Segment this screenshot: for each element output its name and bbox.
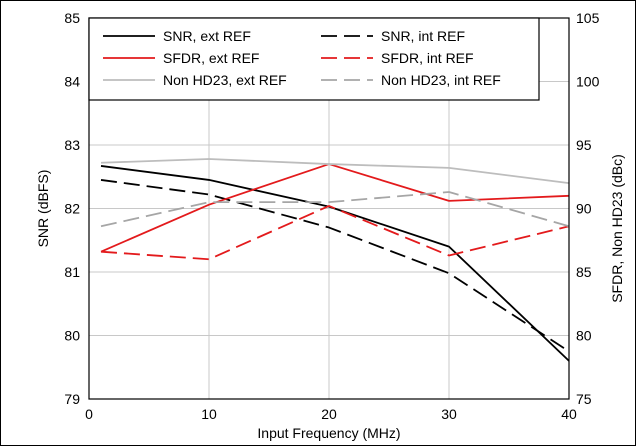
y-left-tick-label: 82: [64, 201, 80, 217]
series-lines: [100, 158, 570, 362]
series-line-6: [100, 191, 570, 228]
y-right-tick-label: 100: [576, 74, 600, 90]
y-right-tick-label: 80: [576, 328, 592, 344]
legend-label-1: SNR, ext REF: [163, 28, 251, 44]
series-line-5: [100, 158, 570, 184]
y-right-tick-labels: 75 80 85 90 95 100 105: [576, 10, 600, 407]
y-right-tick-label: 95: [576, 137, 592, 153]
legend-label-6: Non HD23, int REF: [381, 72, 501, 88]
x-tick-label: 10: [201, 406, 217, 422]
y-left-tick-label: 79: [64, 391, 80, 407]
x-tick-label: 0: [85, 406, 93, 422]
y-left-tick-label: 83: [64, 137, 80, 153]
legend-box: [88, 17, 540, 101]
x-tick-label: 40: [561, 406, 577, 422]
y-right-tick-label: 75: [576, 391, 592, 407]
y-left-tick-label: 85: [64, 10, 80, 26]
y-left-tick-label: 80: [64, 328, 80, 344]
x-tick-label: 20: [321, 406, 337, 422]
y-left-tick-label: 84: [64, 74, 80, 90]
series-line-2: [100, 179, 570, 353]
y-left-tick-label: 81: [64, 264, 80, 280]
y-right-tick-label: 90: [576, 201, 592, 217]
x-tick-labels: 0 10 20 30 40: [85, 406, 577, 422]
y-left-tick-labels: 79 80 81 82 83 84 85: [64, 10, 80, 407]
legend: SNR, ext REF SNR, int REF SFDR, ext REF SFD…: [88, 17, 540, 101]
y-right-tick-label: 85: [576, 264, 592, 280]
x-tick-label: 30: [441, 406, 457, 422]
series-line-4: [100, 205, 570, 261]
x-axis-label: Input Frequency (MHz): [257, 425, 400, 441]
legend-label-2: SNR, int REF: [381, 28, 465, 44]
y-right-tick-label: 105: [576, 10, 600, 26]
y-right-axis-label: SFDR, Non HD23 (dBc): [609, 154, 625, 303]
y-left-axis-label: SNR (dBFS): [35, 170, 51, 248]
legend-label-4: SFDR, int REF: [381, 50, 474, 66]
series-line-1: [100, 165, 570, 362]
legend-label-5: Non HD23, ext REF: [163, 72, 287, 88]
legend-label-3: SFDR, ext REF: [163, 50, 259, 66]
